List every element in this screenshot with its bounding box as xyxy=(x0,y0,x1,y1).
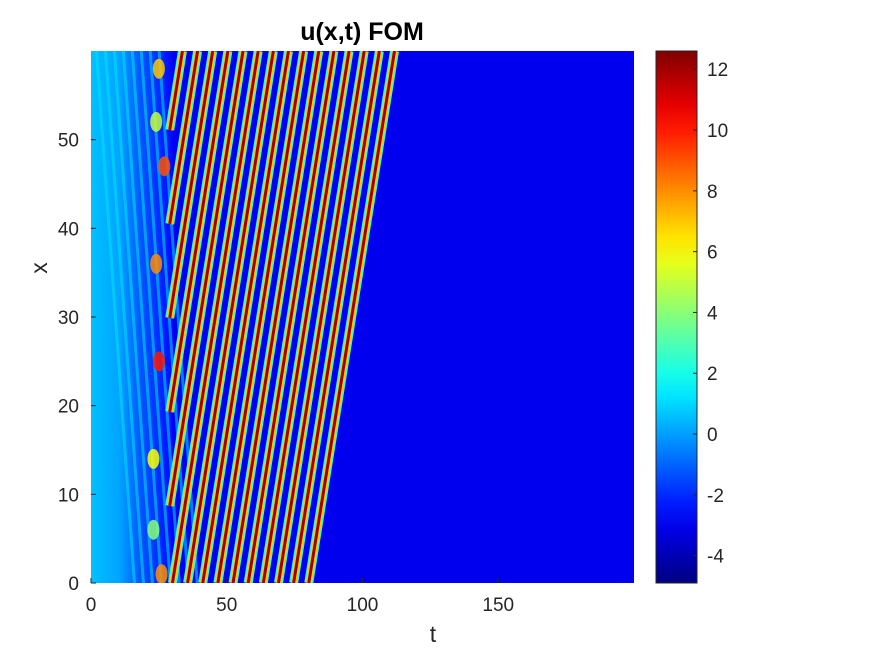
wave-crest xyxy=(216,51,306,583)
y-axis-label: x xyxy=(26,262,52,274)
transient-peak xyxy=(158,156,171,177)
wave-crest xyxy=(246,51,336,583)
wave-crest xyxy=(168,51,200,225)
colorbar-tick-label: -2 xyxy=(707,486,724,507)
x-tick-label: 0 xyxy=(86,595,97,616)
transient-peak xyxy=(155,564,168,583)
colorbar-tick-label: 8 xyxy=(707,182,718,203)
axes: 0 50 100 150 0 10 20 30 40 50 xyxy=(58,131,514,616)
y-tick-label: 10 xyxy=(58,485,79,506)
colorbar-gradient xyxy=(655,50,698,584)
x-tick-label: 50 xyxy=(216,595,237,616)
wave-crest xyxy=(170,51,260,583)
colorbar-tick-label: 2 xyxy=(707,364,718,385)
x-axis-label: t xyxy=(430,621,437,647)
transient-peak xyxy=(152,351,165,372)
wave-crest xyxy=(292,51,381,583)
wave-crest xyxy=(168,51,215,319)
wave-crest xyxy=(201,51,290,583)
colorbar-tick-label: 12 xyxy=(707,60,728,81)
wave-crest xyxy=(168,51,184,131)
transient-streak xyxy=(94,51,136,583)
wave-crest xyxy=(186,51,275,583)
x-tick-label: 100 xyxy=(347,595,379,616)
y-tick-label: 40 xyxy=(58,219,79,240)
wave-crest xyxy=(168,51,230,413)
transient-streak xyxy=(121,51,163,583)
wave-crest xyxy=(276,51,366,583)
colorbar-tick-label: 10 xyxy=(707,121,728,142)
transient-peak xyxy=(147,519,160,540)
chart-title: u(x,t) FOM xyxy=(300,18,424,46)
wave-crest xyxy=(261,51,351,583)
wave-crest xyxy=(231,51,321,583)
transient-streak xyxy=(130,51,172,583)
x-tick-label: 150 xyxy=(482,595,514,616)
transient-peak xyxy=(147,448,160,469)
colorbar-tick-label: 4 xyxy=(707,303,718,324)
colorbar-tick-label: 0 xyxy=(707,425,718,446)
y-tick-label: 30 xyxy=(58,308,79,329)
transient-peak xyxy=(150,111,163,132)
transient-peak xyxy=(152,58,165,79)
colorbar-tick-label: 6 xyxy=(707,243,718,264)
wave-crest xyxy=(307,51,396,583)
y-tick-label: 0 xyxy=(68,574,79,595)
wave-crest xyxy=(168,51,245,507)
y-tick-label: 20 xyxy=(58,397,79,418)
colorbar-tick-label: -4 xyxy=(707,547,724,568)
colorbar: -4 -2 0 2 4 6 8 10 12 xyxy=(655,50,728,584)
y-tick-label: 50 xyxy=(58,131,79,152)
transient-peak xyxy=(150,253,163,274)
transient-streak xyxy=(103,51,145,583)
transient-streak xyxy=(112,51,154,583)
heatmap-plot xyxy=(91,51,634,583)
